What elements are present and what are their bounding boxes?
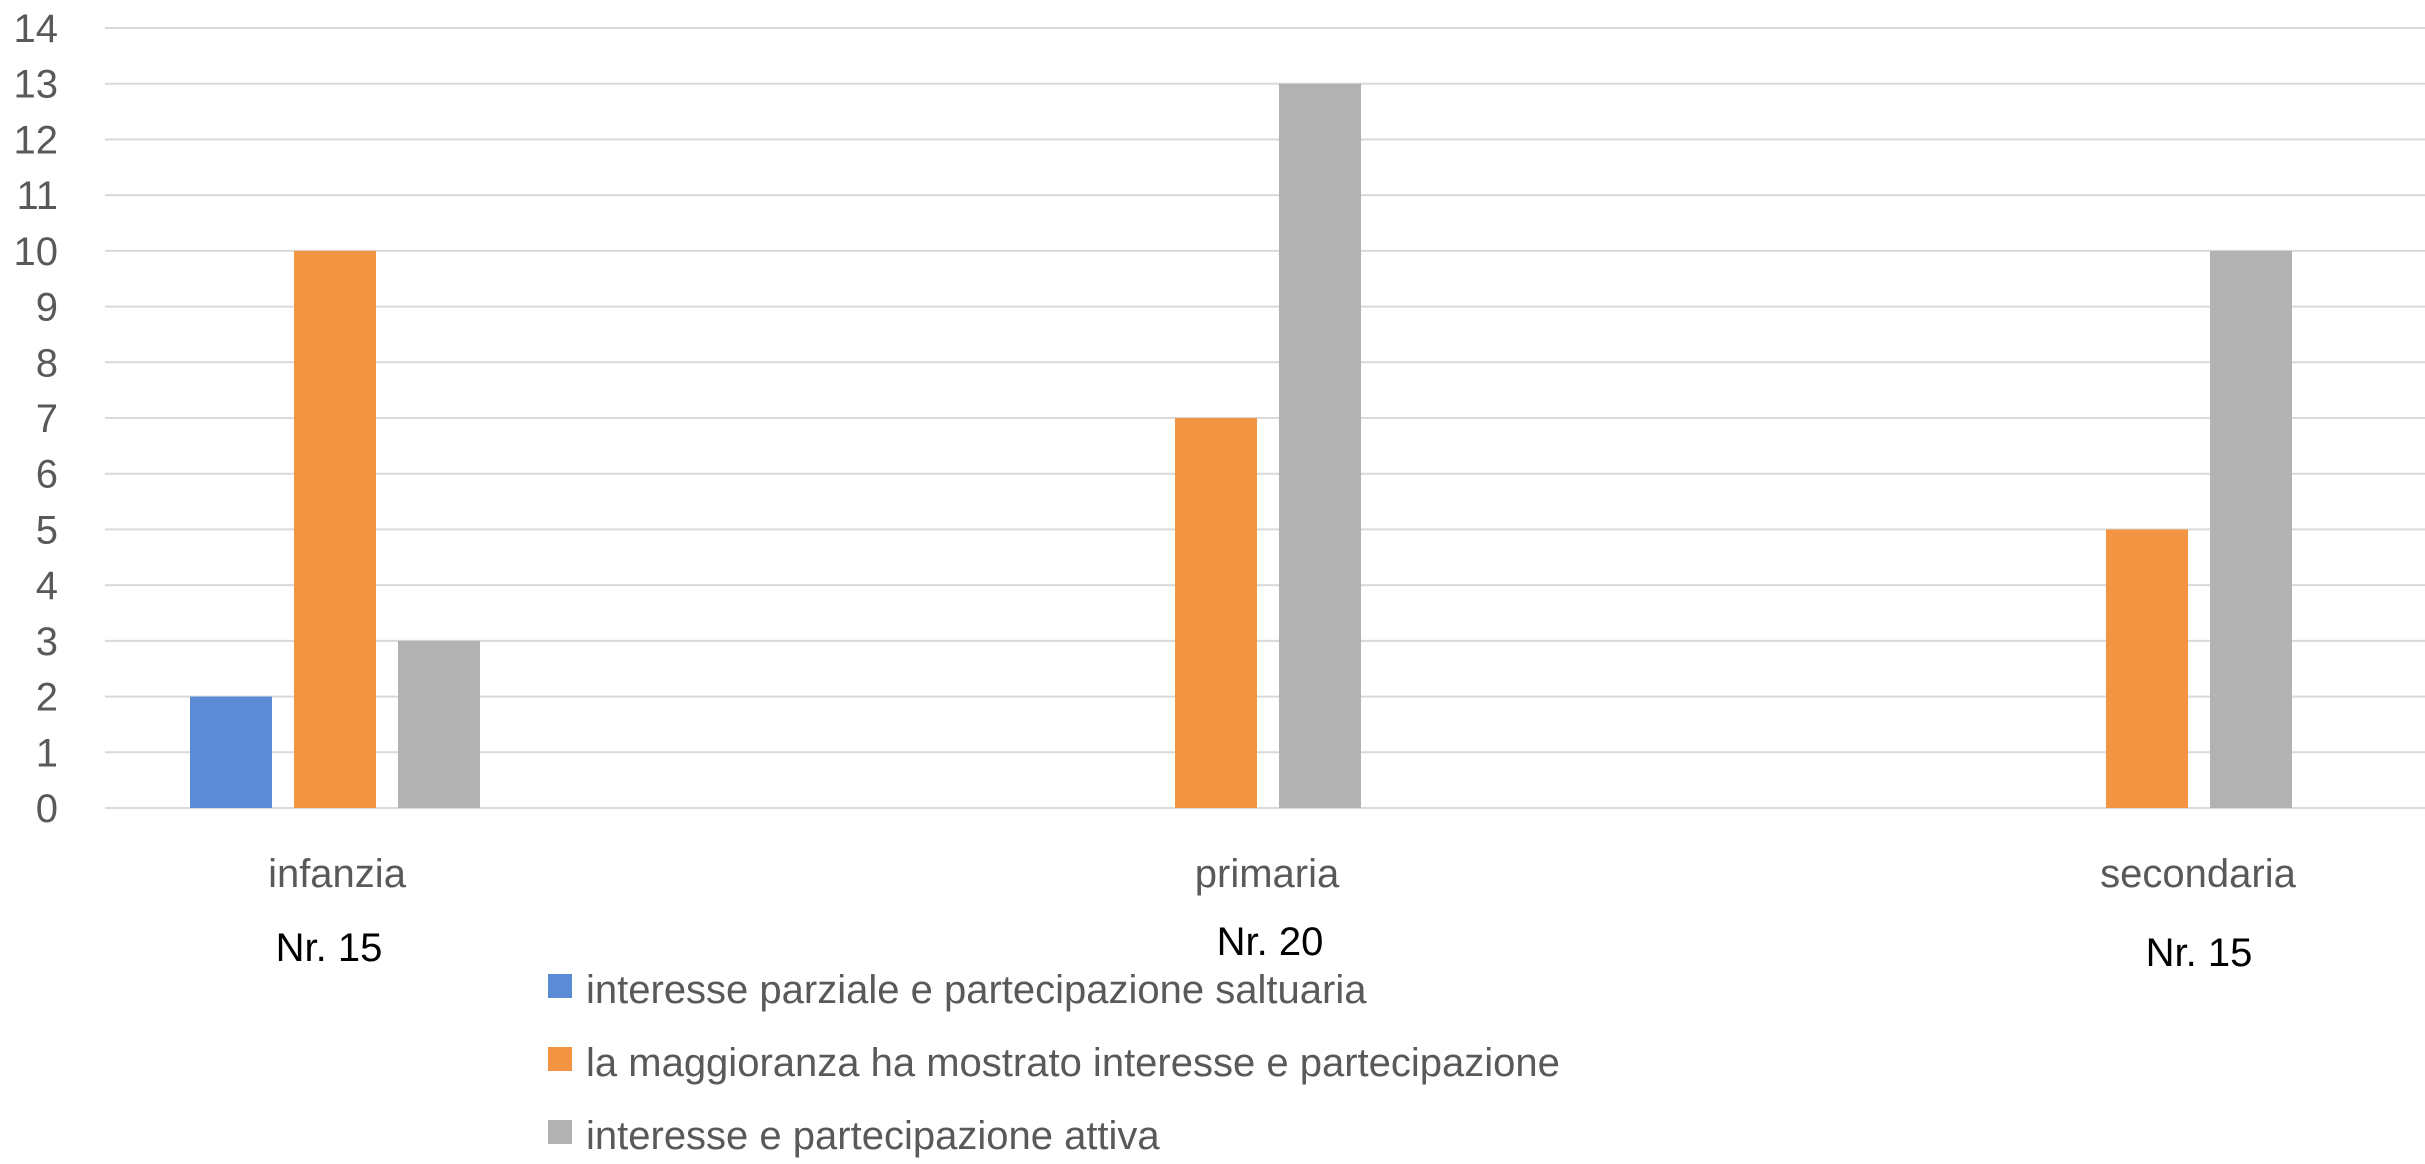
bars — [190, 83, 2292, 808]
y-tick-label: 10 — [14, 230, 59, 274]
y-tick-label: 8 — [36, 341, 58, 385]
bar-primaria-series-2 — [1175, 418, 1257, 808]
bar-infanzia-series-2 — [294, 250, 376, 808]
gridlines — [105, 27, 2425, 809]
legend-swatch-2 — [548, 1047, 572, 1071]
y-tick-label: 9 — [36, 286, 58, 330]
category-count-infanzia: Nr. 15 — [276, 926, 383, 970]
category-count-secondaria: Nr. 15 — [2146, 931, 2253, 975]
legend-label-3: interesse e partecipazione attiva — [586, 1114, 1160, 1158]
legend-swatch-1 — [548, 974, 572, 998]
y-tick-label: 7 — [36, 397, 58, 441]
y-tick-label: 6 — [36, 453, 58, 497]
bar-secondaria-series-3 — [2210, 250, 2292, 808]
legend: interesse parziale e partecipazione salt… — [548, 968, 1560, 1158]
category-count-primaria: Nr. 20 — [1217, 920, 1324, 964]
y-tick-label: 11 — [16, 174, 58, 218]
category-labels: infanzia Nr. 15 primaria Nr. 20 secondaria Nr… — [268, 852, 2297, 975]
bar-infanzia-series-3 — [398, 640, 480, 808]
y-tick-label: 13 — [14, 63, 59, 107]
y-tick-label: 5 — [36, 508, 58, 552]
y-tick-label: 3 — [36, 620, 58, 664]
y-tick-label: 1 — [36, 731, 58, 775]
y-tick-label: 2 — [36, 676, 58, 720]
category-label-secondaria: secondaria — [2100, 852, 2296, 896]
category-label-infanzia: infanzia — [268, 852, 407, 896]
legend-label-1: interesse parziale e partecipazione salt… — [586, 968, 1367, 1012]
y-tick-label: 0 — [36, 787, 58, 831]
bar-secondaria-series-2 — [2106, 529, 2188, 808]
legend-label-2: la maggioranza ha mostrato interesse e p… — [586, 1041, 1560, 1085]
y-tick-label: 14 — [14, 7, 59, 51]
bar-infanzia-series-1 — [190, 696, 272, 808]
y-tick-label: 4 — [36, 564, 58, 608]
category-label-primaria: primaria — [1195, 852, 1340, 896]
legend-swatch-3 — [548, 1120, 572, 1144]
y-tick-label: 12 — [14, 118, 59, 162]
bar-primaria-series-3 — [1279, 83, 1361, 808]
